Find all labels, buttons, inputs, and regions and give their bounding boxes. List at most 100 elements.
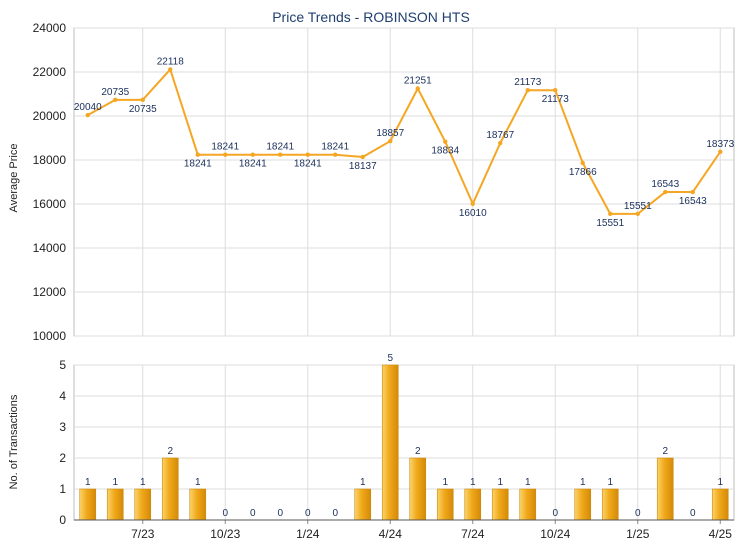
price-point	[113, 97, 118, 103]
x-tick-label: 7/24	[461, 527, 485, 541]
price-data-label: 18834	[431, 146, 459, 157]
transaction-bar	[106, 488, 124, 521]
transaction-bar-label: 0	[250, 508, 256, 519]
price-point	[333, 152, 338, 157]
transaction-bar-label: 1	[470, 477, 476, 488]
transaction-bar	[711, 488, 729, 521]
price-data-label: 18241	[184, 159, 212, 170]
transaction-bar	[491, 488, 509, 521]
price-point	[305, 152, 310, 157]
price-data-label: 21173	[542, 94, 570, 105]
price-point	[525, 87, 530, 93]
transaction-bar-label: 2	[415, 446, 421, 457]
price-plot-area	[73, 27, 735, 337]
transaction-bar-label: 1	[85, 477, 91, 488]
price-point	[718, 149, 723, 154]
transaction-bar-label: 0	[635, 508, 641, 519]
price-data-label: 17866	[569, 167, 597, 178]
transaction-bar-label: 1	[360, 477, 366, 488]
transaction-bar	[656, 457, 674, 521]
price-y-tick-label: 10000	[33, 329, 67, 343]
transaction-bar-label: 1	[140, 477, 146, 488]
transaction-bar	[519, 488, 537, 521]
price-data-label: 18137	[349, 161, 377, 172]
x-tick-label: 4/24	[379, 527, 403, 541]
chart-title: Price Trends - ROBINSON HTS	[272, 9, 470, 25]
transactions-y-tick-label: 1	[59, 482, 66, 496]
price-point	[360, 154, 365, 160]
price-point	[195, 152, 200, 157]
transactions-plot-area	[73, 364, 735, 521]
transactions-y-tick-label: 4	[59, 389, 66, 403]
price-point	[443, 139, 448, 144]
transaction-bar-label: 1	[195, 477, 201, 488]
price-point	[690, 189, 695, 195]
price-point	[608, 211, 613, 217]
price-data-label: 18241	[266, 142, 294, 153]
price-data-label: 22118	[157, 56, 185, 67]
transaction-bar-label: 1	[112, 477, 118, 488]
price-data-label: 16543	[679, 196, 707, 207]
transaction-bar-label: 0	[277, 508, 283, 519]
price-point	[168, 67, 173, 72]
price-data-label: 21251	[404, 75, 432, 86]
price-point	[470, 201, 475, 206]
transaction-bar	[601, 488, 619, 521]
transaction-bar	[464, 488, 482, 521]
price-data-label: 18857	[376, 128, 404, 139]
price-y-tick-label: 20000	[33, 109, 67, 123]
transaction-bar-label: 1	[607, 477, 613, 488]
bottom-y-axis-title: No. of Transactions	[8, 394, 20, 489]
transaction-bar-label: 1	[497, 477, 503, 488]
price-point	[85, 112, 90, 118]
transactions-panel: 0 1 2 3 4 5 7/23 10/23 1/24 4/24 7/24 10/24 1/25 4/25…	[59, 353, 735, 541]
price-point	[223, 152, 228, 157]
transaction-bar	[409, 457, 427, 521]
transaction-bar	[161, 457, 179, 521]
top-y-axis-title: Average Price	[8, 144, 20, 213]
price-data-label: 18241	[321, 142, 349, 153]
price-y-tick-label: 16000	[33, 197, 67, 211]
price-point	[278, 152, 283, 157]
transactions-y-tick-label: 2	[59, 451, 66, 465]
price-point	[553, 87, 558, 93]
transaction-bar	[79, 488, 97, 521]
price-y-tick-label: 12000	[33, 285, 67, 299]
price-panel: 10000 12000 14000 16000 18000 20000 22000 24000…	[33, 21, 735, 343]
price-data-label: 18241	[239, 159, 267, 170]
price-point	[663, 189, 668, 195]
price-data-label: 18767	[486, 130, 514, 141]
transaction-bar-label: 0	[690, 508, 696, 519]
transaction-bar-label: 1	[580, 477, 586, 488]
transactions-y-tick-label: 3	[59, 420, 66, 434]
transaction-bar-label: 2	[662, 446, 668, 457]
transaction-bar-label: 1	[717, 477, 723, 488]
price-point	[580, 160, 585, 166]
transaction-bar-label: 5	[387, 353, 393, 364]
price-point	[250, 152, 255, 157]
transaction-bar	[436, 488, 454, 521]
transaction-bar-label: 2	[167, 446, 173, 457]
price-data-label: 18373	[706, 139, 734, 150]
price-data-label: 20040	[74, 102, 102, 113]
transaction-bar-label: 0	[222, 508, 228, 519]
transaction-bar-label: 0	[305, 508, 311, 519]
x-tick-label: 1/25	[626, 527, 650, 541]
price-point	[388, 138, 393, 144]
x-tick-label: 10/24	[540, 527, 570, 541]
price-data-label: 20735	[101, 87, 129, 98]
transaction-bar	[354, 488, 372, 521]
transaction-bar	[134, 488, 152, 521]
price-point	[498, 140, 503, 146]
price-point	[415, 86, 420, 91]
price-data-label: 20735	[129, 104, 157, 115]
transaction-bar-label: 1	[442, 477, 448, 488]
x-tick-label: 7/23	[131, 527, 155, 541]
transaction-bar	[574, 488, 592, 521]
x-tick-label: 1/24	[296, 527, 320, 541]
price-data-label: 15551	[624, 201, 652, 212]
price-y-tick-label: 22000	[33, 65, 67, 79]
price-data-label: 16543	[651, 179, 679, 190]
x-tick-label: 10/23	[210, 527, 240, 541]
price-y-tick-label: 24000	[33, 21, 67, 35]
